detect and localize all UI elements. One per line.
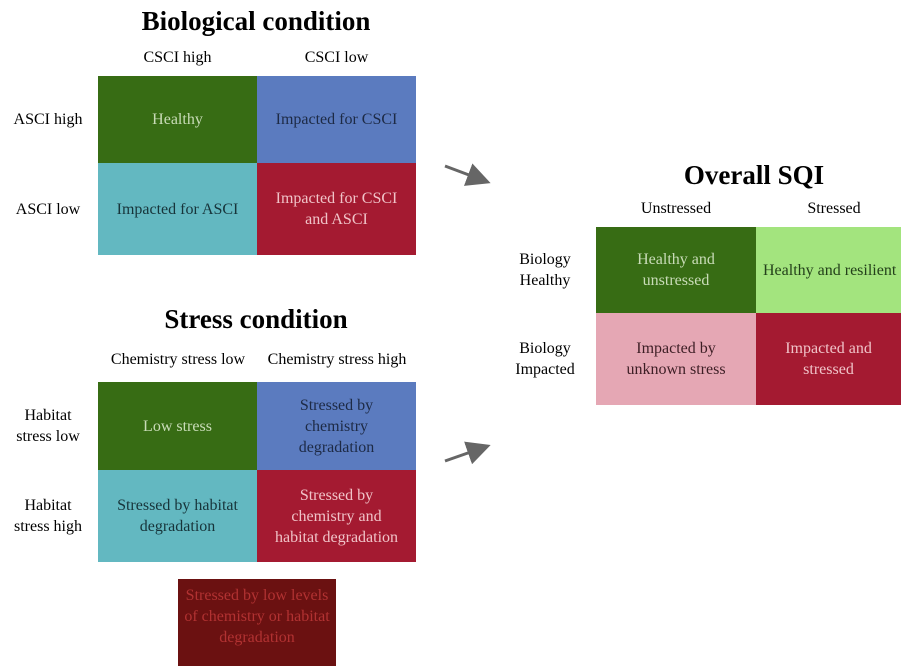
cell: Low stress [98,382,257,470]
cell: Impacted by unknown stress [596,313,756,405]
cell: Stressed by chemistry degradation [257,382,416,470]
cell: Healthy and unstressed [596,227,756,313]
row-label: Biology Healthy [519,251,571,289]
column-header: CSCI low [304,48,369,66]
column-header: Unstressed [640,199,712,217]
column-header: Chemistry stress low [110,350,246,368]
row-label: Habitat stress low [16,407,80,445]
cell: Impacted for CSCI and ASCI [257,163,416,255]
cell: Impacted for CSCI [257,76,416,163]
row-label: Biology Impacted [515,340,575,378]
cell: Stressed by habitat degradation [98,470,257,562]
arrow [444,441,491,465]
cell: Healthy [98,76,257,163]
arrow [444,163,491,186]
extra-cell: Stressed by low levels of chemistry or h… [178,579,336,666]
row-label: Habitat stress high [14,497,82,535]
cell: Impacted for ASCI [98,163,257,255]
cell: Stressed by chemistry and habitat degrad… [257,470,416,562]
title: Stress condition [164,304,348,334]
cell: Healthy and resilient [756,227,901,313]
column-header: Chemistry stress high [267,350,407,368]
column-header: Stressed [807,199,861,217]
title: Biological condition [141,6,371,36]
title: Overall SQI [683,160,825,190]
cell: Impacted and stressed [756,313,901,405]
row-label: ASCI high [13,111,83,128]
row-label: ASCI low [15,200,81,218]
column-header: CSCI high [143,48,212,66]
